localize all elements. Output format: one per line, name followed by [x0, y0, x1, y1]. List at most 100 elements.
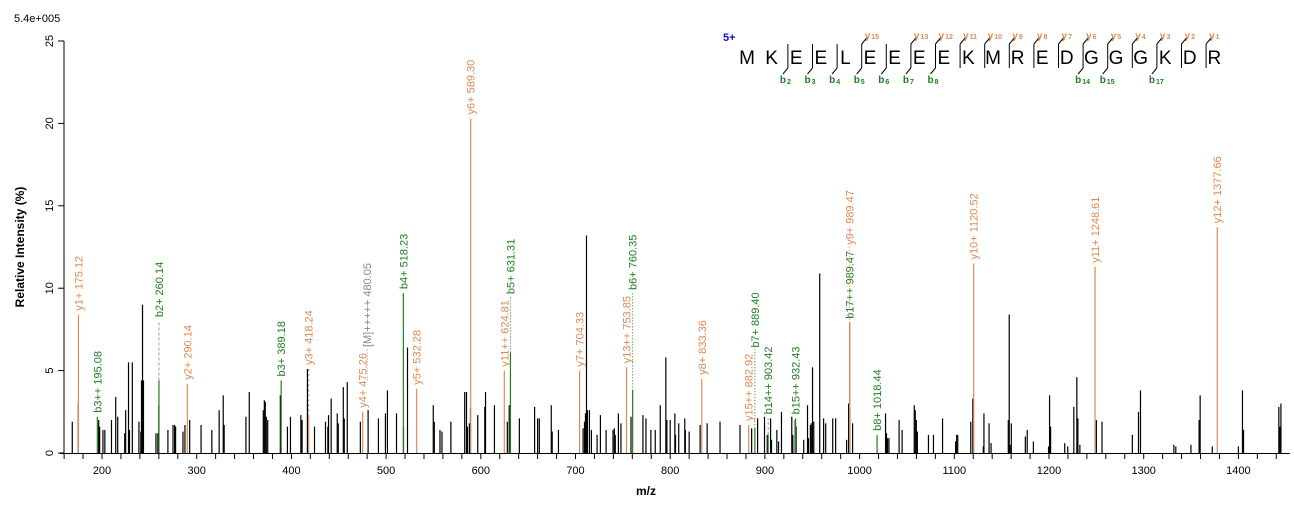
b-ion-label: b8: [928, 75, 939, 86]
y-tick-label: 20: [44, 117, 56, 129]
y-ion-tick: [861, 37, 868, 45]
peak-label: y11++ 624.81: [499, 300, 511, 366]
x-tick-label: 300: [188, 465, 206, 477]
y-ion-label: y10: [988, 31, 1002, 42]
peak-label: b3++ 195.08: [92, 351, 104, 413]
peak-label: y11+ 1248.61: [1090, 197, 1102, 263]
residue: E: [888, 48, 901, 69]
y-ion-label: y5: [1111, 31, 1122, 42]
y-ion-tick: [1156, 37, 1163, 45]
y-tick-label: 15: [44, 200, 56, 212]
residue: L: [840, 48, 851, 69]
y-ion-tick: [1181, 37, 1187, 45]
b-ion-tick: [1151, 67, 1158, 75]
residue: E: [790, 48, 803, 69]
peak-label: y6+ 589.30: [466, 60, 478, 115]
x-tick-label: 1000: [847, 465, 871, 477]
b-ion-tick: [831, 67, 838, 75]
y-ion-tick: [1008, 37, 1015, 45]
b-ion-label: b7: [903, 75, 914, 86]
y-ion-tick: [1107, 37, 1114, 45]
charge-state: 5+: [723, 32, 736, 44]
b-ion-tick: [930, 67, 936, 75]
peak-label: y7+ 704.33: [575, 312, 587, 367]
x-tick-label: 1200: [1037, 465, 1061, 477]
peak-label: b4+ 518.23: [398, 234, 410, 289]
residue: E: [814, 48, 827, 69]
y-ion-label: y11: [963, 31, 977, 42]
y-ion-tick: [959, 37, 966, 45]
peak-label: y13++ 753.85: [621, 296, 633, 363]
y-ion-label: y7: [1062, 31, 1073, 42]
residue: M: [985, 48, 1001, 69]
y-ion-label: y8: [1037, 31, 1048, 42]
residue: D: [1060, 48, 1074, 69]
y-ion-tick: [910, 37, 917, 45]
y-tick-label: 0: [44, 450, 56, 456]
b-ion-label: b14: [1075, 75, 1090, 86]
peak-label: b3+ 389.18: [276, 321, 288, 376]
y-ion-label: y15: [865, 31, 879, 42]
residue: K: [765, 48, 778, 69]
x-tick-label: 700: [566, 465, 584, 477]
residue: E: [1036, 48, 1049, 69]
peak-label: y2+ 290.14: [182, 325, 194, 380]
peak-label: b5+ 631.31: [505, 239, 517, 294]
peak-label: y9+ 989.47: [845, 190, 857, 245]
b-ion-label: b3: [805, 75, 816, 86]
y-ion-label: y9: [1012, 31, 1023, 42]
peak-label: y4+ 475.26: [358, 353, 370, 408]
x-tick-label: 200: [93, 465, 111, 477]
y-tick-label: 5: [44, 368, 56, 374]
b-ion-tick: [807, 67, 813, 75]
y-ion-label: y3: [1160, 31, 1171, 42]
b-ion-label: b4: [829, 75, 840, 86]
peak-label: b7+ 889.40: [750, 292, 762, 347]
annotated-peaks: y1+ 175.12 b3++ 195.08 b2+ 260.14 y2+ 290.1…: [73, 60, 1224, 453]
axes: [60, 41, 1290, 455]
residue: R: [1208, 48, 1222, 69]
x-ticks: 200 300 400 500 600 700 800 900 1000 1100 1200 1300…: [63, 453, 1277, 477]
unassigned-peaks: [71, 235, 1282, 453]
y-axis-title: Relative Intensity (%): [13, 187, 27, 308]
residue: E: [913, 48, 926, 69]
b-ion-tick: [1102, 67, 1109, 75]
peak-label: b14++ 903.42: [763, 346, 775, 414]
y-ion-tick: [935, 37, 941, 45]
peak-label: b15++ 932.43: [791, 346, 803, 414]
b-ion-label: b5: [854, 75, 865, 86]
b-ion-tick: [880, 67, 887, 75]
y-ion-tick: [1205, 37, 1212, 45]
peak-label: y15++ 882.92: [744, 354, 756, 421]
y-ion-tick: [1082, 37, 1089, 45]
y-ion-label: y4: [1135, 31, 1146, 42]
b-ion-tick: [782, 67, 789, 75]
x-tick-label: 800: [661, 465, 679, 477]
peak-label: y10+ 1120.52: [969, 193, 981, 259]
y-ticks: 0 5 10 15 20 25: [44, 35, 64, 456]
b-ion-label: b17: [1149, 75, 1164, 86]
residue: M: [739, 48, 755, 69]
b-ion-tick: [856, 67, 863, 75]
x-tick-label: 1300: [1131, 465, 1155, 477]
peak-label: [M]+++++ 480.05: [362, 263, 374, 347]
x-tick-label: 1100: [942, 465, 966, 477]
peak-label: y5+ 532.28: [412, 330, 424, 385]
y-ion-tick: [1058, 37, 1064, 45]
residue: D: [1183, 48, 1197, 69]
y-ion-label: y1: [1209, 31, 1220, 42]
residue: E: [937, 48, 950, 69]
y-tick-label: 25: [44, 35, 56, 47]
x-tick-label: 500: [377, 465, 395, 477]
intensity-scale-label: 5.4e+005: [14, 13, 60, 25]
b-ion-tick: [1077, 67, 1084, 75]
residue: G: [1084, 48, 1099, 69]
b-ion-label: b6: [878, 75, 889, 86]
y-ion-tick: [1033, 37, 1040, 45]
peak-label: b8+ 1018.44: [872, 369, 884, 430]
residue: G: [1133, 48, 1148, 69]
peak-label: b17++ 989.47: [845, 251, 857, 319]
y-ion-tick: [1131, 37, 1138, 45]
